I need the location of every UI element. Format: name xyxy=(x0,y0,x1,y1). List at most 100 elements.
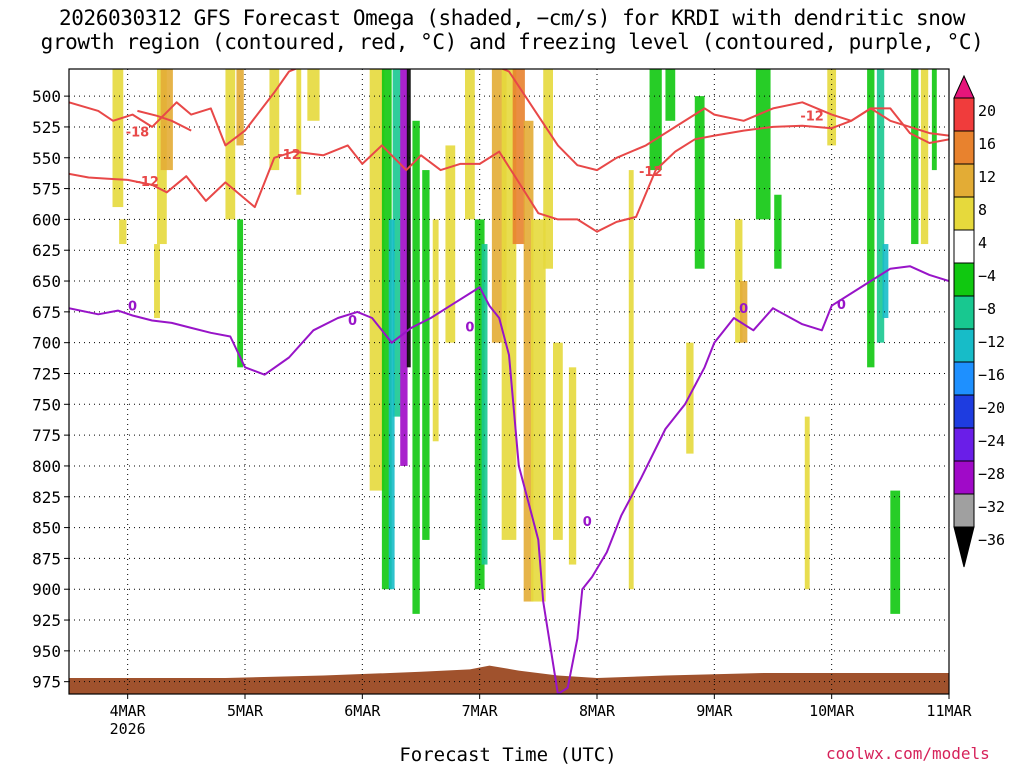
contour-line xyxy=(69,265,949,694)
credit-text: coolwx.com/models xyxy=(826,744,990,763)
y-tick-label: 500 xyxy=(32,87,61,106)
colorbar-label: −36 xyxy=(978,531,1005,549)
omega-streak xyxy=(112,69,124,208)
omega-streak xyxy=(392,69,401,417)
grid-layer xyxy=(69,69,949,694)
contour-line xyxy=(69,107,949,233)
omega-streak xyxy=(774,194,782,269)
colorbar-bottom-triangle xyxy=(953,526,975,568)
omega-streak xyxy=(686,342,694,454)
contour-label: 0 xyxy=(348,314,357,329)
omega-streak xyxy=(665,69,676,121)
omega-streak xyxy=(568,367,577,565)
x-tick-label: 5MAR xyxy=(227,702,264,720)
x-tick-label: 8MAR xyxy=(579,702,616,720)
y-tick-label: 700 xyxy=(32,334,61,353)
y-tick-label: 675 xyxy=(32,303,61,322)
y-axis: 500 525 550 575 600 625 650 675 700 725 750 775 800 8… xyxy=(32,87,69,692)
x-axis-label: Forecast Time (UTC) xyxy=(399,744,617,766)
omega-streak xyxy=(543,69,553,269)
x-tick-sublabel: 2026 xyxy=(110,720,146,738)
contour-label: 0 xyxy=(465,320,474,335)
y-tick-label: 625 xyxy=(32,241,61,260)
contour-line xyxy=(69,69,949,172)
colorbar-label: 16 xyxy=(978,135,996,153)
contour-label: -12 xyxy=(800,110,824,125)
colorbar-swatch xyxy=(953,229,975,264)
omega-streak xyxy=(911,69,919,245)
colorbar-label: −8 xyxy=(978,300,996,318)
omega-streak xyxy=(649,69,662,171)
colorbar-label: −32 xyxy=(978,498,1005,516)
omega-streak xyxy=(931,69,937,171)
colorbar-swatch xyxy=(953,328,975,363)
omega-streak xyxy=(465,69,475,220)
y-tick-label: 725 xyxy=(32,364,61,383)
y-tick-label: 950 xyxy=(32,642,61,661)
chart-title-line1: 2026030312 GFS Forecast Omega (shaded, −… xyxy=(59,6,965,30)
omega-streak xyxy=(890,490,901,614)
contour-label-layer: -18 -12 -12 -12 -12 0 0 0 0 0 0 xyxy=(126,110,846,531)
omega-streak xyxy=(400,69,408,466)
omega-streak xyxy=(735,219,743,343)
colorbar: 20 16 12 8 4 −4 −8 −12 −16 −20 −24 −28 −32 −36 xyxy=(953,74,1005,568)
contour-label: 0 xyxy=(739,302,748,317)
colorbar-label: −12 xyxy=(978,333,1005,351)
colorbar-label: 20 xyxy=(978,102,996,120)
omega-streak xyxy=(501,69,517,540)
contour-label: -12 xyxy=(135,175,159,190)
y-tick-label: 975 xyxy=(32,673,61,692)
x-tick-label: 11MAR xyxy=(926,702,972,720)
colorbar-label: −4 xyxy=(978,267,996,285)
contour-label: -12 xyxy=(277,148,301,163)
omega-streak xyxy=(236,69,244,146)
chart-title-line2: growth region (contoured, red, °C) and f… xyxy=(40,30,984,54)
x-tick-label: 7MAR xyxy=(462,702,499,720)
colorbar-swatch xyxy=(953,130,975,165)
colorbar-swatch xyxy=(953,163,975,198)
y-tick-label: 800 xyxy=(32,457,61,476)
x-tick-label: 10MAR xyxy=(809,702,855,720)
y-tick-label: 775 xyxy=(32,426,61,445)
x-tick-label: 6MAR xyxy=(344,702,381,720)
colorbar-swatch xyxy=(953,295,975,330)
colorbar-label: −20 xyxy=(978,399,1005,417)
omega-streak xyxy=(531,219,546,602)
y-tick-label: 900 xyxy=(32,580,61,599)
colorbar-label: 12 xyxy=(978,168,996,186)
omega-streak xyxy=(876,69,885,343)
omega-streak xyxy=(269,69,280,171)
omega-streak xyxy=(369,69,385,491)
y-tick-label: 550 xyxy=(32,149,61,168)
colorbar-label: −16 xyxy=(978,366,1005,384)
omega-streak xyxy=(755,69,771,220)
y-tick-label: 575 xyxy=(32,180,61,199)
omega-streak xyxy=(237,219,244,368)
colorbar-swatch xyxy=(953,97,975,132)
omega-streak xyxy=(225,69,236,220)
y-tick-label: 650 xyxy=(32,272,61,291)
colorbar-swatch xyxy=(953,361,975,396)
colorbar-label: 8 xyxy=(978,201,987,219)
omega-streak xyxy=(154,244,160,319)
omega-streak xyxy=(827,69,837,146)
omega-shading-layer xyxy=(112,69,937,614)
y-tick-label: 600 xyxy=(32,210,61,229)
colorbar-label: 4 xyxy=(978,234,987,252)
colorbar-swatch xyxy=(953,196,975,231)
omega-streak xyxy=(296,69,302,195)
omega-streak xyxy=(119,219,127,245)
contour-label: 0 xyxy=(837,298,846,313)
plot-frame xyxy=(68,68,950,695)
colorbar-top-triangle xyxy=(953,74,975,99)
contour-line xyxy=(137,109,192,132)
omega-streak xyxy=(804,416,810,590)
terrain-band xyxy=(69,665,949,694)
omega-streak xyxy=(381,69,392,590)
y-tick-label: 875 xyxy=(32,549,61,568)
omega-streak xyxy=(422,170,430,540)
omega-streak xyxy=(307,69,320,121)
terrain-layer xyxy=(69,665,949,694)
